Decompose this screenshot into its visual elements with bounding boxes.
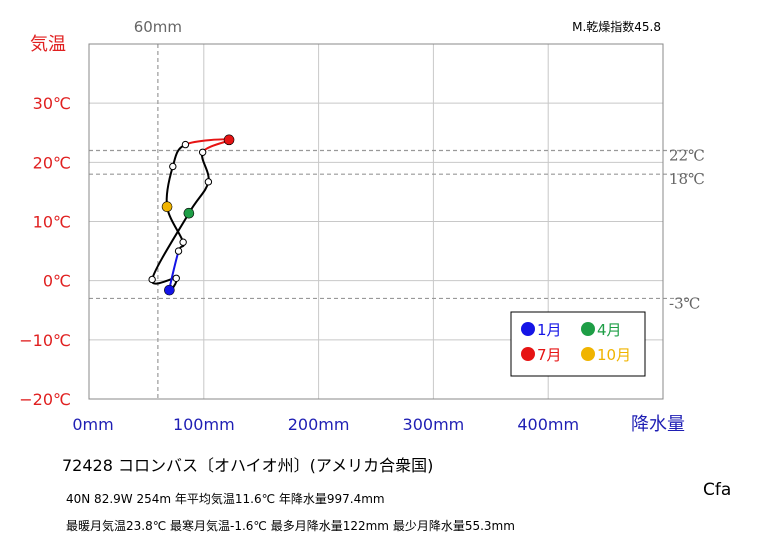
y-tick-label: 0℃	[43, 272, 71, 291]
legend-box	[510, 311, 646, 377]
x-tick-label: 300mm	[403, 415, 465, 434]
data-point-month-6	[198, 148, 207, 156]
reference-label-precip: 60mm	[134, 18, 182, 36]
data-point-month-8	[181, 140, 190, 149]
station-summary: 40N 82.9W 254m 年平均気温11.6℃ 年降水量997.4mm	[66, 492, 385, 506]
data-point-month-1	[164, 284, 175, 296]
data-point-month-2	[172, 274, 180, 282]
extreme-values: 最暖月気温23.8℃ 最寒月気温-1.6℃ 最多月降水量122mm 最少月降水量…	[66, 519, 515, 533]
reference-label-temp: 18℃	[669, 170, 705, 188]
data-point-month-12	[174, 247, 183, 255]
x-tick-label: 400mm	[517, 415, 579, 434]
legend-label: 4月	[597, 321, 622, 339]
data-point-month-3	[148, 275, 156, 284]
data-point-month-10	[161, 201, 173, 213]
data-point-month-11	[179, 238, 187, 246]
x-tick-label: 200mm	[288, 415, 350, 434]
x-tick-label: 100mm	[173, 415, 235, 434]
y-tick-label: 10℃	[33, 213, 71, 232]
station-title: 72428 コロンバス〔オハイオ州〕(アメリカ合衆国)	[62, 456, 434, 475]
reference-label-temp: 22℃	[669, 147, 705, 165]
plot-border	[88, 43, 664, 400]
aridity-index: M.乾燥指数45.8	[572, 19, 661, 34]
climograph-segment	[151, 212, 190, 280]
x-axis-title: 降水量	[631, 414, 685, 435]
legend-label: 10月	[597, 346, 631, 364]
legend-marker	[581, 347, 595, 361]
legend-marker	[581, 322, 595, 336]
legend-marker	[521, 347, 535, 361]
x-tick-label: 0mm	[72, 415, 113, 434]
legend-marker	[521, 322, 535, 336]
y-tick-label: 30℃	[33, 94, 71, 113]
y-tick-label: 20℃	[33, 153, 71, 172]
data-point-month-9	[169, 162, 177, 171]
data-point-month-7	[223, 134, 235, 146]
y-tick-label: −20℃	[19, 390, 71, 409]
y-tick-label: −10℃	[19, 331, 71, 350]
y-axis-title: 気温	[30, 34, 66, 55]
legend-label: 7月	[537, 346, 562, 364]
reference-label-temp: -3℃	[669, 294, 700, 312]
data-point-month-5	[204, 178, 213, 186]
data-point-month-4	[183, 207, 195, 219]
climate-class: Cfa	[703, 480, 732, 500]
legend-label: 1月	[537, 321, 562, 339]
